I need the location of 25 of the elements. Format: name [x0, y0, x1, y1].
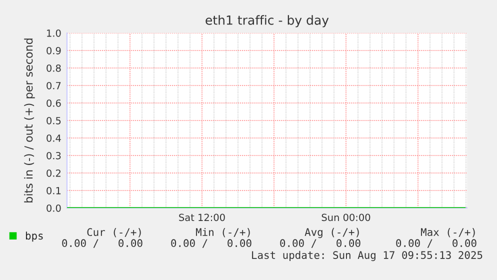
y-tick-label: 0.8 [46, 64, 61, 72]
y-tick-label: 0.2 [46, 169, 60, 177]
y-tick-label: 0.1 [46, 186, 61, 194]
x-tick-label: Sat 12:00 [179, 214, 225, 222]
text: 0.00 / 0.00 [280, 239, 360, 248]
y-tick-label: 0.0 [46, 204, 61, 212]
text: 0.00 / 0.00 [171, 239, 252, 248]
y-tick-label: 0.7 [46, 82, 61, 90]
y-tick-label: 1.0 [47, 29, 61, 37]
text: Min (-/+) [196, 228, 250, 238]
y-tick-label: 0.3 [46, 152, 61, 160]
y-tick-label: 0.9 [46, 46, 61, 54]
text: Avg (-/+) [304, 228, 359, 238]
text: 0.00 / 0.00 [62, 239, 142, 248]
text: 0.00 / 0.00 [396, 239, 476, 248]
y-tick-label: 0.4 [46, 134, 61, 142]
text: Max (-/+) [420, 228, 475, 238]
legend-label: bps [26, 232, 43, 242]
text: Cur (-/+) [87, 228, 141, 238]
y-tick-label: 0.5 [46, 116, 61, 124]
x-tick-label: Sun 00:00 [322, 214, 370, 222]
y-axis-title: bits in (-) / out (+) per second [24, 38, 35, 202]
chart-title: eth1 traffic - by day [206, 15, 329, 28]
y-tick-label: 0.6 [46, 99, 61, 107]
text: Last update: Sun Aug 17 09:55:13 2025 [252, 250, 482, 262]
